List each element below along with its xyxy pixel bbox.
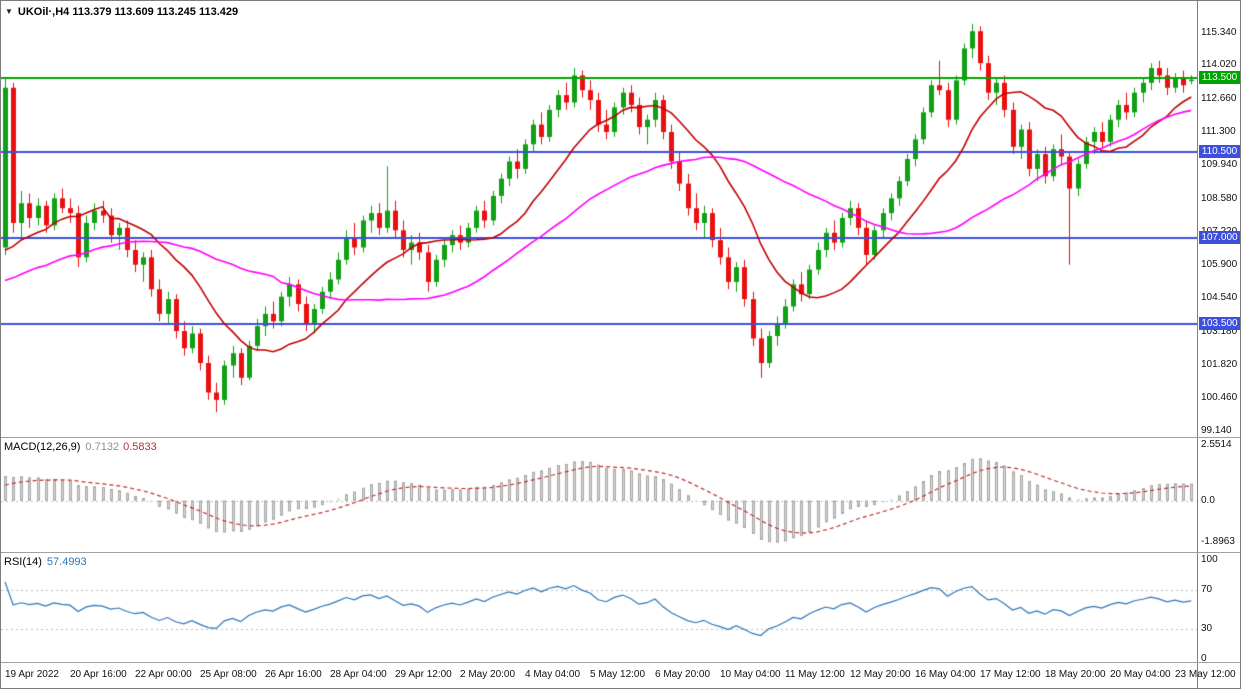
time-axis-label: 6 May 20:00	[655, 669, 711, 680]
time-axis-label: 5 May 12:00	[590, 669, 646, 680]
price-axis-label: 99.140	[1201, 424, 1232, 436]
symbol-ohlc-title: UKOil·,H4 113.379 113.609 113.245 113.42…	[17, 6, 239, 18]
time-axis-label: 26 Apr 16:00	[265, 669, 322, 680]
time-axis-label: 20 May 04:00	[1110, 669, 1171, 680]
price-axis-label: 105.900	[1201, 258, 1238, 270]
chart-title-bar: ▼ UKOil·,H4 113.379 113.609 113.245 113.…	[5, 6, 238, 18]
time-axis-label: 29 Apr 12:00	[395, 669, 452, 680]
macd-signal-value: 0.5833	[123, 441, 157, 453]
rsi-indicator-label: RSI(14)	[4, 556, 42, 568]
time-axis-label: 20 Apr 16:00	[70, 669, 127, 680]
price-axis-label: 103.180	[1201, 325, 1238, 337]
hline-price-tag: 113.500	[1199, 71, 1240, 84]
time-axis-label: 22 Apr 00:00	[135, 669, 192, 680]
price-axis[interactable]: 115.340 114.020 112.660 111.300 109.940 108.5…	[1197, 1, 1240, 688]
time-axis-label: 28 Apr 04:00	[330, 669, 387, 680]
hline-price-tag: 103.500	[1199, 317, 1240, 330]
time-axis[interactable]: 19 Apr 2022 20 Apr 16:00 22 Apr 00:00 25 Ap…	[1, 663, 1240, 688]
time-axis-label: 11 May 12:00	[785, 669, 845, 680]
time-axis-label: 12 May 20:00	[850, 669, 911, 680]
time-axis-label: 18 May 20:00	[1045, 669, 1106, 680]
time-axis-label: 23 May 12:00	[1175, 669, 1236, 680]
rsi-title-bar: RSI(14) 57.4993	[4, 556, 87, 568]
panel-separator-main-macd[interactable]	[1, 437, 1240, 438]
price-axis-label: 100.460	[1201, 392, 1238, 404]
price-axis-label: 111.300	[1201, 125, 1236, 137]
macd-indicator-label: MACD(12,26,9)	[4, 441, 81, 453]
price-axis-label: 100	[1201, 553, 1218, 565]
time-axis-label: 10 May 04:00	[720, 669, 781, 680]
price-axis-label: 114.020	[1201, 59, 1237, 71]
macd-main-value: 0.7132	[85, 441, 120, 453]
price-axis-label: 109.940	[1201, 159, 1238, 171]
hline-price-tag: 107.000	[1199, 231, 1240, 244]
panel-separator-rsi-timeaxis[interactable]	[1, 662, 1240, 663]
rsi-value: 57.4993	[46, 556, 87, 568]
price-axis-label: 0.0	[1201, 494, 1215, 506]
hline-price-tag: 110.500	[1199, 145, 1240, 158]
price-axis-label: 104.540	[1201, 292, 1238, 304]
quick-trade-arrow-icon[interactable]: ▼	[5, 7, 13, 16]
chart-canvas[interactable]	[1, 1, 1197, 663]
time-axis-label: 16 May 04:00	[915, 669, 976, 680]
time-axis-label: 4 May 04:00	[525, 669, 581, 680]
price-axis-label: 0	[1201, 653, 1207, 665]
price-axis-label: 2.5514	[1201, 438, 1232, 450]
macd-title-bar: MACD(12,26,9) 0.7132 0.5833	[4, 441, 157, 453]
price-axis-label: 115.340	[1201, 26, 1237, 38]
time-axis-label: 19 Apr 2022	[5, 669, 59, 680]
price-axis-label: -1.8963	[1201, 535, 1235, 547]
price-axis-label: 108.580	[1201, 192, 1238, 204]
price-axis-label: 30	[1201, 623, 1213, 635]
price-axis-label: 112.660	[1201, 92, 1237, 104]
time-axis-label: 17 May 12:00	[980, 669, 1041, 680]
panel-separator-macd-rsi[interactable]	[1, 552, 1240, 553]
time-axis-label: 25 Apr 08:00	[200, 669, 257, 680]
price-axis-label: 101.820	[1201, 358, 1238, 370]
time-axis-label: 2 May 20:00	[460, 669, 516, 680]
price-axis-label: 70	[1201, 583, 1213, 595]
